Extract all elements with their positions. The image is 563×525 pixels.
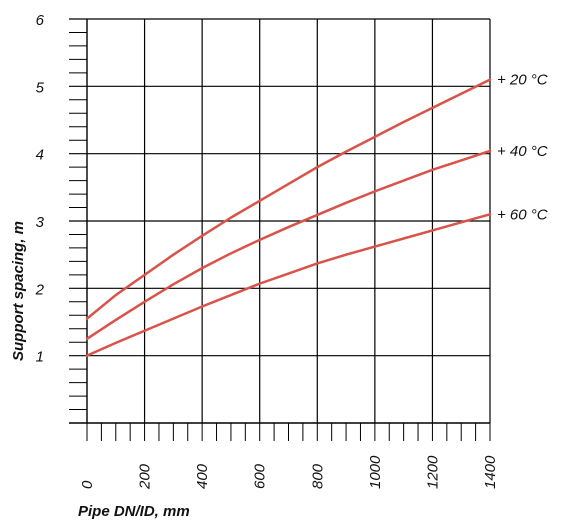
x-tick-labels: 0 200 400 600 800 1000 1200 1400 [79, 455, 499, 490]
y-axis-title: Support spacing, m [10, 221, 27, 361]
series-label-2: + 60 °C [497, 206, 548, 223]
x-tick-label: 1400 [482, 455, 499, 489]
y-tick-label: 6 [36, 12, 45, 29]
series-line-0 [85, 78, 492, 320]
y-tick-label: 4 [36, 147, 44, 164]
series-labels: + 20 °C + 40 °C + 60 °C [497, 72, 548, 224]
series-line-2 [85, 213, 492, 357]
x-axis-title: Pipe DN/ID, mm [78, 503, 190, 520]
x-tick-label: 1200 [424, 455, 441, 489]
x-tick-label: 800 [309, 463, 326, 489]
y-tick-label: 3 [36, 214, 45, 231]
y-tick-labels: 1 2 3 4 5 6 [35, 12, 45, 366]
minor-ticks [69, 31, 491, 441]
x-tick-label: 400 [194, 463, 211, 489]
x-tick-label: 200 [137, 463, 154, 490]
grid [69, 18, 491, 423]
y-tick-label: 1 [36, 349, 44, 366]
x-tick-label: 600 [252, 463, 269, 489]
series-label-0: + 20 °C [497, 72, 548, 89]
series-label-1: + 40 °C [497, 143, 548, 160]
series-line-1 [85, 149, 492, 341]
y-tick-label: 5 [36, 79, 45, 96]
x-tick-label: 1000 [367, 455, 384, 489]
y-tick-label: 2 [35, 281, 45, 298]
x-tick-label: 0 [79, 480, 96, 489]
series-lines [85, 78, 492, 357]
